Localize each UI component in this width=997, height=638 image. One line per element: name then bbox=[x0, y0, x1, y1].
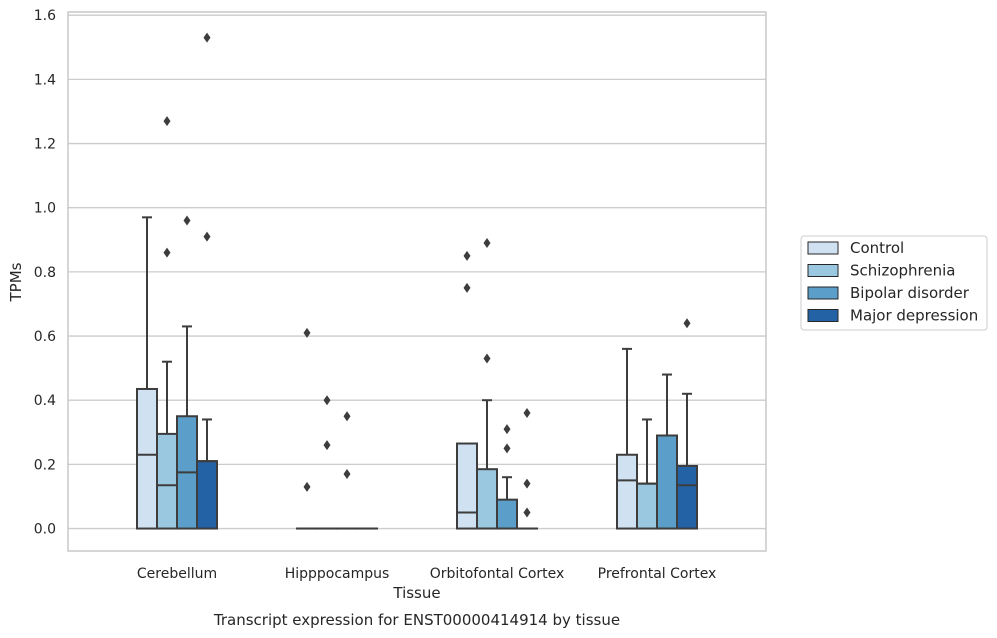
y-tick-labels: 0.0 0.2 0.4 0.6 0.8 1.0 1.2 1.4 1.6 bbox=[34, 8, 56, 537]
box-group bbox=[296, 327, 318, 530]
y-tick-label: 0.8 bbox=[34, 265, 56, 281]
x-tick-label: Orbitofontal Cortex bbox=[430, 566, 565, 582]
legend-label: Major depression bbox=[850, 307, 978, 325]
plot-frame bbox=[67, 11, 767, 552]
box-group bbox=[316, 395, 338, 530]
box-rect bbox=[676, 464, 698, 530]
outlier-point bbox=[523, 507, 531, 518]
box-group bbox=[676, 318, 698, 530]
outlier-point bbox=[343, 469, 351, 479]
y-tick-label: 1.0 bbox=[34, 201, 56, 217]
box-rect bbox=[136, 387, 158, 530]
legend-label: Schizophrenia bbox=[850, 262, 955, 280]
outlier-point bbox=[503, 424, 511, 435]
box-rect bbox=[196, 460, 218, 530]
legend-frame bbox=[800, 235, 988, 331]
outlier-point bbox=[203, 231, 211, 242]
box-group bbox=[656, 373, 678, 530]
box-group bbox=[476, 238, 498, 530]
x-tick-labels: Cerebellum Hipppocampus Orbitofontal Corte… bbox=[137, 566, 716, 582]
box-rect bbox=[156, 432, 178, 530]
box-group bbox=[196, 32, 218, 530]
box-group bbox=[136, 216, 158, 530]
x-tick-label: Hipppocampus bbox=[285, 566, 390, 582]
box-rect bbox=[456, 442, 478, 530]
chart-title: Transcript expression for ENST0000041491… bbox=[213, 611, 620, 629]
box-rect bbox=[496, 498, 518, 530]
box-group bbox=[456, 250, 478, 530]
outlier-point bbox=[483, 353, 491, 364]
y-tick-label: 1.6 bbox=[34, 8, 56, 24]
legend-label: Control bbox=[850, 239, 904, 257]
legend-swatch bbox=[807, 309, 839, 322]
x-tick-label: Prefrontal Cortex bbox=[598, 566, 717, 582]
outlier-point bbox=[323, 440, 331, 451]
box-rect bbox=[476, 468, 498, 530]
y-tick-label: 1.2 bbox=[34, 137, 56, 153]
box-group bbox=[496, 424, 518, 530]
box-series bbox=[136, 32, 698, 530]
y-tick-label: 0.2 bbox=[34, 457, 56, 473]
outlier-point bbox=[183, 215, 191, 226]
outlier-point bbox=[343, 411, 351, 422]
outlier-point bbox=[463, 250, 471, 261]
outlier-point bbox=[483, 238, 491, 248]
legend: Control Schizophrenia Bipolar disorder Majo… bbox=[800, 235, 988, 331]
box-group bbox=[176, 215, 198, 530]
outlier-point bbox=[503, 443, 511, 454]
outlier-point bbox=[203, 32, 211, 43]
outlier-point bbox=[303, 327, 311, 338]
outlier-point bbox=[683, 318, 691, 329]
y-tick-label: 0.0 bbox=[34, 522, 56, 538]
y-axis-label: TPMs bbox=[7, 262, 25, 302]
box-rect bbox=[636, 482, 658, 530]
box-group bbox=[516, 408, 538, 530]
outlier-point bbox=[163, 247, 171, 258]
box-group bbox=[636, 418, 658, 530]
x-tick-label: Cerebellum bbox=[137, 566, 217, 582]
outlier-point bbox=[303, 481, 311, 492]
box-group bbox=[336, 411, 358, 530]
outlier-point bbox=[523, 478, 531, 489]
legend-label: Bipolar disorder bbox=[850, 284, 970, 302]
y-tick-label: 0.4 bbox=[34, 393, 56, 409]
outlier-point bbox=[163, 116, 171, 127]
legend-swatch bbox=[807, 241, 839, 255]
box-rect bbox=[616, 453, 638, 530]
y-tick-label: 1.4 bbox=[34, 72, 56, 88]
outlier-point bbox=[323, 395, 331, 406]
x-axis-label: Tissue bbox=[392, 584, 440, 602]
box-group bbox=[156, 116, 178, 530]
legend-swatch bbox=[807, 264, 839, 277]
outlier-point bbox=[463, 282, 471, 293]
legend-swatch bbox=[807, 286, 839, 300]
outlier-point bbox=[523, 408, 531, 419]
y-tick-label: 0.6 bbox=[34, 329, 56, 345]
box-rect bbox=[656, 434, 678, 530]
box-group bbox=[616, 347, 638, 530]
